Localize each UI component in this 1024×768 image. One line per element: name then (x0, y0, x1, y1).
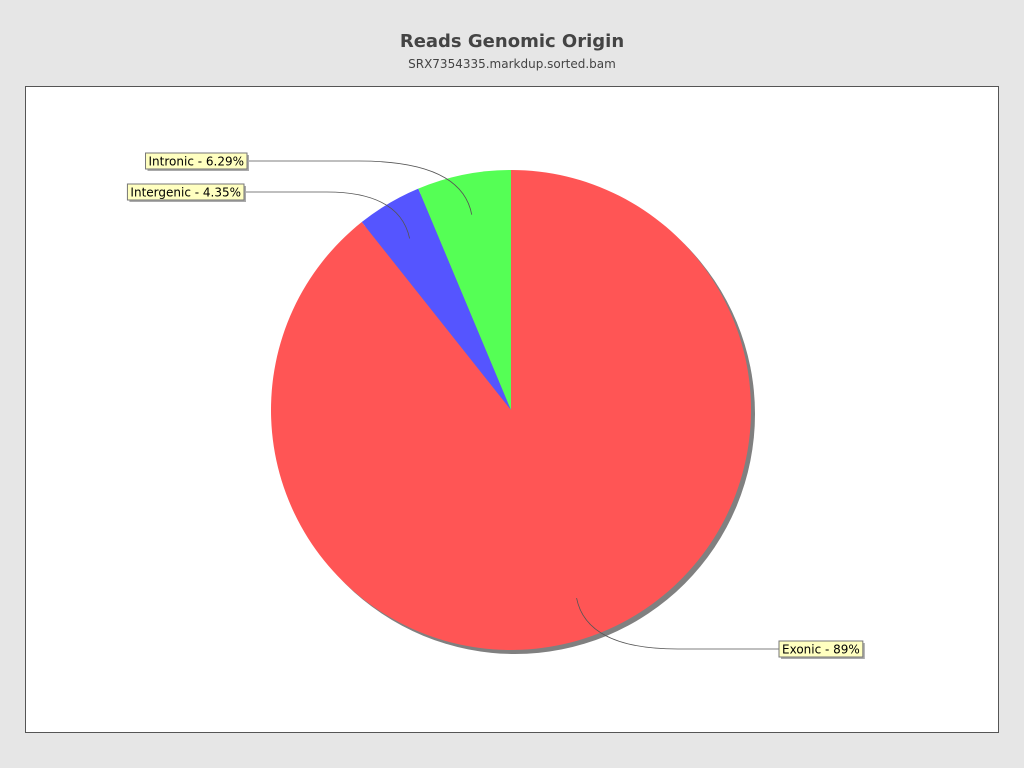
slice-label-intergenic: Intergenic - 4.35% (130, 186, 241, 200)
chart-title: Reads Genomic Origin (399, 31, 625, 52)
pie-slice-intergenic (361, 188, 511, 410)
label-box (126, 183, 245, 201)
label-box (778, 640, 864, 658)
label-box (145, 152, 248, 170)
slice-label-intronic: Intronic - 6.29% (149, 155, 244, 169)
leader-line (247, 160, 473, 215)
slice-label-exonic: Exonic - 89% (782, 643, 860, 657)
pie-slice-intronic (418, 170, 511, 410)
leader-line (576, 598, 779, 650)
chart-subtitle: SRX7354335.markdup.sorted.bam (408, 57, 616, 71)
leader-line (244, 191, 411, 239)
